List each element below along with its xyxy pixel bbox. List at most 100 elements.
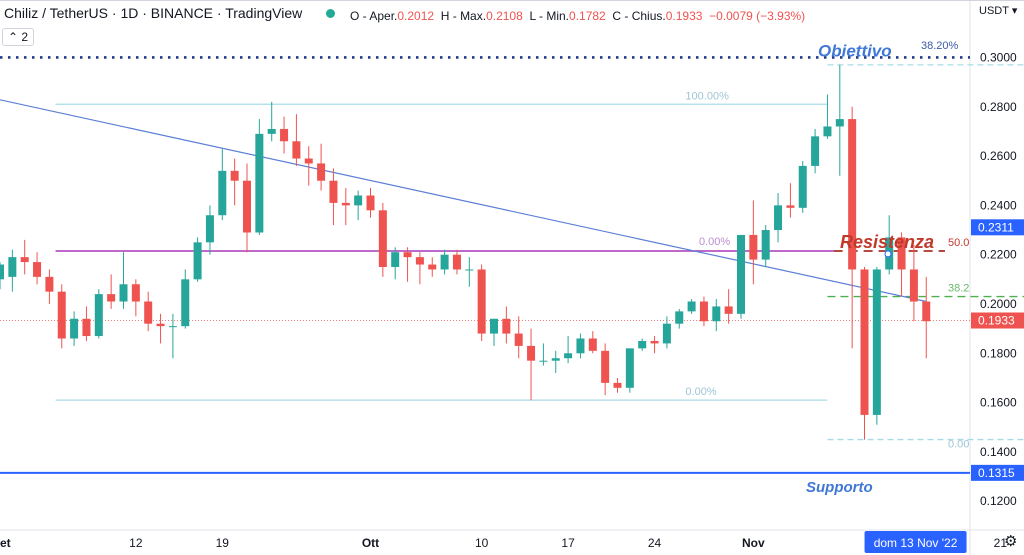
candle xyxy=(94,289,103,339)
candle-body xyxy=(848,119,857,270)
candle xyxy=(761,225,770,267)
candle-body xyxy=(452,254,461,270)
candle-body xyxy=(737,234,745,314)
candle xyxy=(490,318,498,346)
fib-right-382-label: 38.2 xyxy=(948,283,969,295)
candle-body xyxy=(601,350,610,383)
candle-body xyxy=(267,128,276,134)
candle xyxy=(527,328,536,401)
candle xyxy=(378,202,387,277)
currency-selector[interactable]: USDT ▾ xyxy=(979,4,1017,17)
candle-body xyxy=(675,311,684,324)
currency-label: USDT xyxy=(979,5,1009,17)
x-tick-label: Ott xyxy=(362,536,379,550)
candle xyxy=(860,267,869,440)
candle-body xyxy=(724,306,733,314)
high-value: 0.2108 xyxy=(486,9,523,23)
candle xyxy=(8,249,17,292)
candle-body xyxy=(45,276,54,292)
candle xyxy=(131,279,140,317)
candle xyxy=(786,183,795,218)
candle xyxy=(798,160,807,213)
candle xyxy=(168,313,177,359)
candle xyxy=(292,114,301,166)
candle-body xyxy=(292,141,301,159)
candle xyxy=(823,94,832,139)
fib-left-50-label: 0.00% xyxy=(699,236,730,248)
fib-left-0-label: 0.00% xyxy=(685,386,716,398)
candle-body xyxy=(440,254,449,270)
candle-body xyxy=(70,318,79,339)
candle xyxy=(317,143,326,191)
candle xyxy=(304,146,313,186)
candle xyxy=(699,296,708,327)
candle-body xyxy=(699,301,708,322)
candle xyxy=(20,239,29,275)
price-label-box xyxy=(971,464,1024,481)
candle-body xyxy=(131,284,140,302)
market-status-icon xyxy=(326,9,336,19)
y-tick-label: 0.3000 xyxy=(980,50,1017,64)
candle-body xyxy=(588,338,597,351)
candle xyxy=(465,257,474,287)
x-tick-label: et xyxy=(0,536,11,550)
candle xyxy=(811,128,820,174)
x-tick-label: 17 xyxy=(561,536,575,550)
candle xyxy=(848,106,857,349)
y-tick-label: 0.1200 xyxy=(980,494,1017,508)
candle-body xyxy=(156,323,165,327)
candle xyxy=(341,188,350,226)
gear-icon[interactable]: ⚙ xyxy=(1004,533,1018,550)
candle-body xyxy=(798,165,807,208)
candle-body xyxy=(551,358,560,361)
candle xyxy=(551,350,560,374)
candle-body xyxy=(909,269,918,302)
candle-body xyxy=(922,301,931,322)
candle-body xyxy=(341,202,350,206)
candle xyxy=(193,237,202,282)
indicator-toggle[interactable]: ⌃ 2 xyxy=(2,28,35,46)
x-tick-label: 21 xyxy=(994,536,1008,550)
y-tick-label: 0.2200 xyxy=(980,248,1017,262)
y-tick-label: 0.2400 xyxy=(980,198,1017,212)
price-label: 0.1315 xyxy=(978,466,1015,480)
indicator-count: 2 xyxy=(21,30,29,44)
candle-body xyxy=(8,257,17,277)
candle-body xyxy=(255,133,264,233)
candle-body xyxy=(119,284,128,302)
candle-body xyxy=(193,242,202,280)
candle-body xyxy=(613,382,622,388)
candle xyxy=(440,249,449,275)
candle-body xyxy=(811,136,820,166)
candle-body xyxy=(749,234,758,260)
candle-body xyxy=(712,306,721,322)
candle xyxy=(45,269,54,304)
low-value: 0.1782 xyxy=(569,9,606,23)
chevron-down-icon: ▾ xyxy=(1011,5,1018,17)
fib-left-100-label: 100.00% xyxy=(685,90,729,102)
candle xyxy=(428,257,437,277)
change-value: −0.0079 (−3.93%) xyxy=(709,9,806,23)
y-tick-label: 0.1800 xyxy=(980,346,1017,360)
candle-body xyxy=(477,269,486,334)
candle-body xyxy=(786,205,795,208)
candle-body xyxy=(168,326,177,328)
high-label: H - Max. xyxy=(440,9,487,23)
fib-right-50-label: 50.0 xyxy=(948,237,969,249)
candle xyxy=(82,306,91,341)
candle xyxy=(662,316,671,349)
candle-body xyxy=(465,269,474,271)
candle-body xyxy=(527,345,536,361)
candle-body xyxy=(57,291,66,339)
candle xyxy=(576,333,585,359)
close-label: C - Chius. xyxy=(612,9,666,23)
support-label: Supporto xyxy=(806,479,873,496)
candle xyxy=(415,252,424,285)
x-tick-label: 19 xyxy=(216,536,230,550)
candle xyxy=(354,190,363,221)
x-tick-label: Nov xyxy=(742,536,765,550)
candle-body xyxy=(490,318,498,334)
candle-body xyxy=(564,353,573,359)
candle xyxy=(625,348,634,393)
